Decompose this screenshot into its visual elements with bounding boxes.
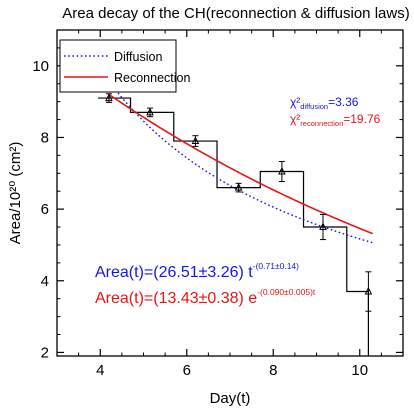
fit-equation-diffusion: Area(t)=(26.51±3.26) t-(0.71±0.14) [95,261,299,281]
legend: Diffusion Reconnection [59,39,190,93]
x-tick-label: 10 [351,362,368,379]
y-tick-label: 4 [41,273,49,290]
y-axis: 2 4 6 8 10 [32,47,403,361]
y-tick-label: 2 [41,344,49,361]
legend-label-reconnection: Reconnection [114,71,190,85]
fit-reconnection-main: Area(t)=(13.43±0.38) e [95,290,257,307]
observations [105,93,373,312]
y-axis-label: Area/10²⁰ (cm²) [7,142,24,245]
data-point [278,166,286,175]
x-tick-label: 4 [96,362,104,379]
series-line-diffusion [97,65,373,244]
chi-diffusion: χ²diffusion=3.36 [290,95,359,111]
fit-reconnection-exponent: -(0.090±0.005)t [257,287,316,297]
x-tick-label: 6 [183,362,191,379]
fit-equation-reconnection: Area(t)=(13.43±0.38) e-(0.090±0.005)t [95,287,316,307]
fit-equations: Area(t)=(26.51±3.26) t-(0.71±0.14) Area(… [95,261,316,307]
x-axis: 4 6 8 10 [78,30,382,379]
chi-square-annotation: χ²diffusion=3.36 χ²reconnection=19.76 [290,95,381,128]
step-histogram [98,97,369,356]
chi-reconnection-symbol: χ² [290,112,300,126]
data-point [191,136,200,145]
y-tick-label: 6 [41,201,49,218]
data-point [146,107,154,116]
chi-diffusion-sub: diffusion [300,102,328,111]
chi-reconnection-sub: reconnection [300,119,343,128]
legend-label-diffusion: Diffusion [114,50,162,64]
chi-diffusion-symbol: χ² [290,95,300,109]
data-point [319,222,327,231]
fit-diffusion-exponent: -(0.71±0.14) [253,261,299,271]
x-tick-label: 8 [269,362,277,379]
chi-reconnection-value: =19.76 [343,112,380,126]
data-point [234,183,243,191]
chi-reconnection: χ²reconnection=19.76 [290,112,381,128]
y-tick-label: 10 [32,58,49,75]
chart-title: Area decay of the CH(reconnection & diff… [62,5,409,22]
data-point [105,93,113,102]
y-tick-label: 8 [41,129,49,146]
data-point [364,286,373,295]
legend-box [59,39,177,93]
x-axis-label: Day(t) [210,390,251,407]
chi-diffusion-value: =3.36 [328,95,359,109]
series-line-reconnection [108,93,374,235]
fit-diffusion-main: Area(t)=(26.51±3.26) t [95,264,253,281]
